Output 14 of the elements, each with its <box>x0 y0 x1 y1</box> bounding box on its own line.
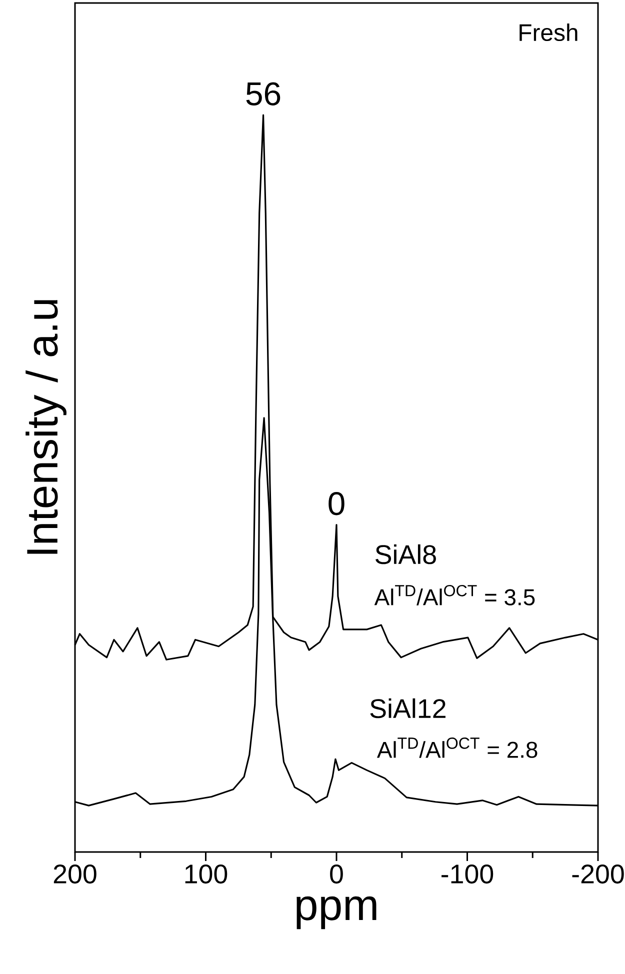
x-tick-label: 0 <box>330 864 343 884</box>
x-tick-label: 100 <box>185 864 228 884</box>
text: Fresh <box>520 23 578 42</box>
series-label: SiAl12 <box>370 698 446 718</box>
annotation: Al$^{TD}$/Al$^{OCT}$ = 2.8 <box>376 738 538 758</box>
x-tick-label: -100 <box>442 864 494 884</box>
annotation: 56 <box>246 82 280 106</box>
series-label: SiAl8 <box>376 544 436 564</box>
annotation: Al$^{TD}$/Al$^{OCT}$ = 3.5 <box>374 584 535 606</box>
x-tick-label: 200 <box>54 864 96 884</box>
x-axis-title: ppm <box>296 896 376 930</box>
y-axis-title: Intensity / a.u <box>26 300 66 554</box>
x-tick-label: -200 <box>572 864 624 884</box>
annotation: 0 <box>328 492 344 516</box>
